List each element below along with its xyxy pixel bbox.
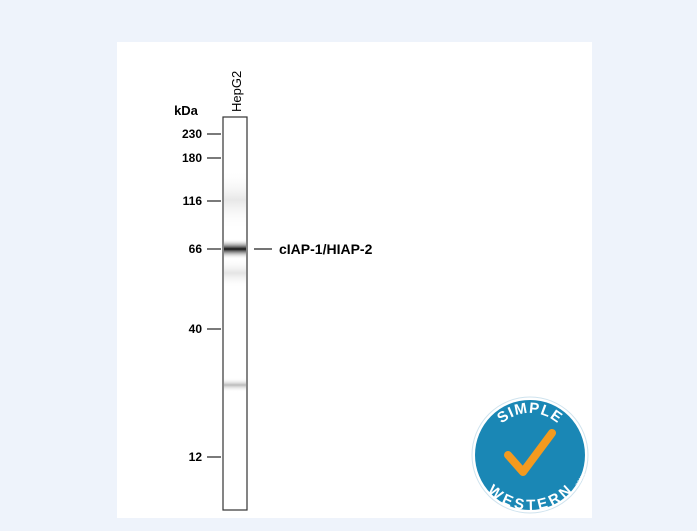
page: kDa HepG2 230180116664012 cIAP-1/HIAP-2 … bbox=[0, 0, 697, 526]
lane-label: HepG2 bbox=[229, 71, 244, 112]
logo: SIMPLE WESTERN ©2014 bbox=[472, 397, 588, 515]
marker-label: 230 bbox=[182, 127, 202, 141]
smear bbox=[224, 258, 246, 288]
smear bbox=[224, 170, 246, 230]
marker-label: 180 bbox=[182, 151, 202, 165]
figure: kDa HepG2 230180116664012 cIAP-1/HIAP-2 … bbox=[0, 0, 697, 526]
marker-label: 12 bbox=[189, 450, 203, 464]
marker-label: 40 bbox=[189, 322, 203, 336]
marker-label: 66 bbox=[189, 242, 203, 256]
band-label: cIAP-1/HIAP-2 bbox=[279, 241, 373, 257]
unit-label: kDa bbox=[174, 103, 199, 118]
marker-label: 116 bbox=[183, 194, 203, 208]
band bbox=[224, 378, 246, 392]
band bbox=[224, 239, 246, 259]
